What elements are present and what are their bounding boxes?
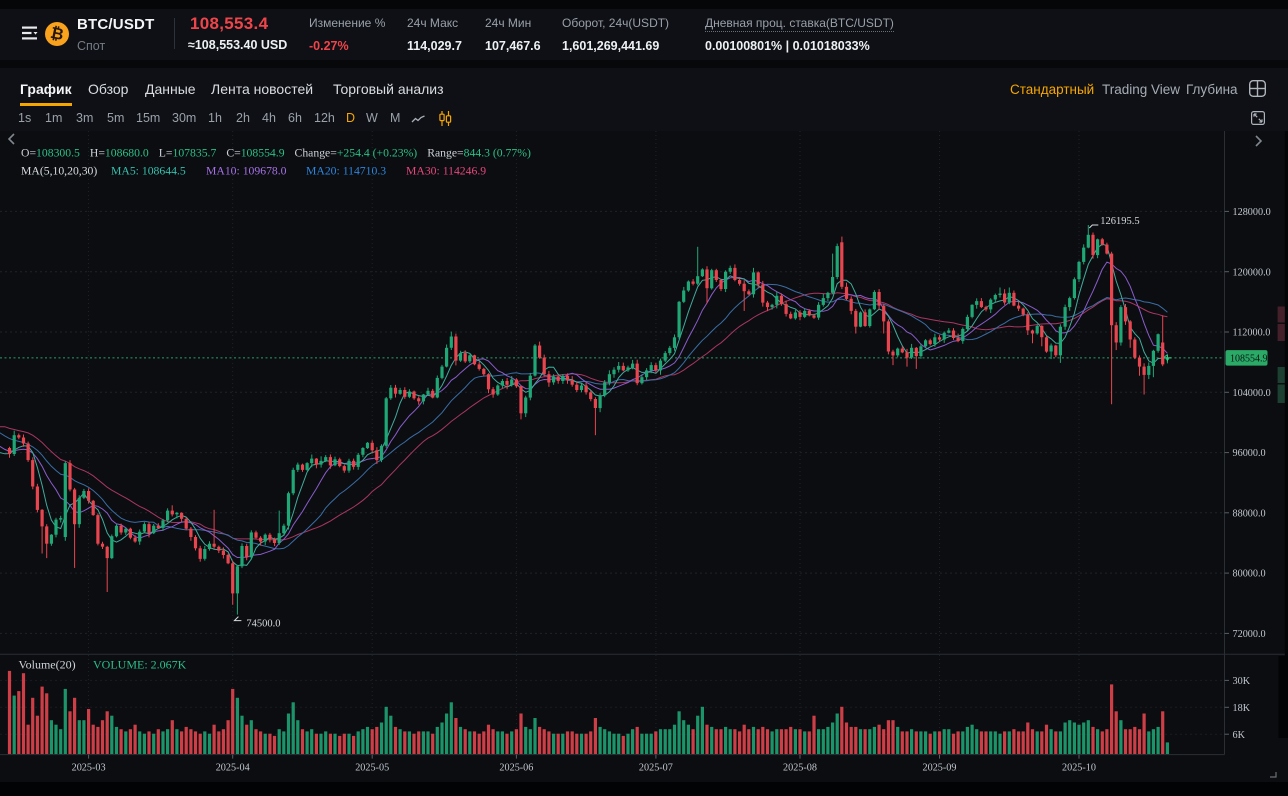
svg-text:2025-10: 2025-10 bbox=[1062, 763, 1096, 774]
svg-text:2025-05: 2025-05 bbox=[355, 763, 389, 774]
svg-text:74500.0: 74500.0 bbox=[246, 619, 280, 630]
svg-text:108554.9: 108554.9 bbox=[1230, 354, 1268, 365]
svg-text:6K: 6K bbox=[1233, 730, 1246, 741]
svg-text:2025-07: 2025-07 bbox=[639, 763, 673, 774]
svg-text:MA30: 114246.9: MA30: 114246.9 bbox=[406, 165, 486, 178]
svg-text:2025-04: 2025-04 bbox=[216, 763, 250, 774]
svg-text:MA(5,10,20,30): MA(5,10,20,30) bbox=[21, 165, 97, 178]
svg-text:Volume(20): Volume(20) bbox=[19, 658, 76, 672]
svg-text:O=108300.5H=108680.0L=107835.7: O=108300.5 H=108680.0 L=107835.7 C=108554.9… bbox=[21, 147, 531, 160]
svg-text:72000.0: 72000.0 bbox=[1233, 629, 1266, 640]
svg-text:2025-06: 2025-06 bbox=[499, 763, 533, 774]
svg-text:104000.0: 104000.0 bbox=[1233, 388, 1271, 399]
svg-text:2025-09: 2025-09 bbox=[923, 763, 957, 774]
svg-text:18K: 18K bbox=[1233, 703, 1251, 714]
svg-text:126195.5: 126195.5 bbox=[1100, 216, 1139, 227]
svg-text:VOLUME: 2.067K: VOLUME: 2.067K bbox=[93, 658, 187, 672]
svg-text:88000.0: 88000.0 bbox=[1233, 508, 1266, 519]
svg-text:120000.0: 120000.0 bbox=[1233, 267, 1271, 278]
svg-text:96000.0: 96000.0 bbox=[1233, 448, 1266, 459]
svg-text:2025-08: 2025-08 bbox=[783, 763, 817, 774]
svg-text:30K: 30K bbox=[1233, 676, 1251, 687]
svg-text:128000.0: 128000.0 bbox=[1233, 207, 1271, 218]
svg-text:MA5: 108644.5: MA5: 108644.5 bbox=[111, 165, 186, 178]
svg-text:MA20: 114710.3: MA20: 114710.3 bbox=[306, 165, 386, 178]
svg-text:80000.0: 80000.0 bbox=[1233, 569, 1266, 580]
svg-text:2025-03: 2025-03 bbox=[72, 763, 106, 774]
svg-text:112000.0: 112000.0 bbox=[1233, 328, 1271, 339]
svg-text:MA10: 109678.0: MA10: 109678.0 bbox=[206, 165, 287, 178]
